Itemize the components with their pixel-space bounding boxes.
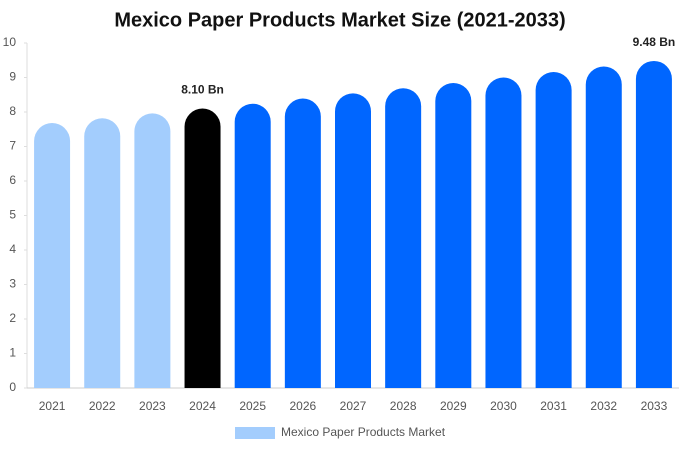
y-tick-label: 0 <box>9 380 16 394</box>
y-tick-label: 7 <box>9 139 16 153</box>
bar <box>585 66 622 389</box>
chart-title: Mexico Paper Products Market Size (2021-… <box>114 9 565 31</box>
y-tick-label: 1 <box>9 346 16 360</box>
x-tick-label: 2022 <box>89 399 116 413</box>
x-tick-label: 2029 <box>440 399 467 413</box>
y-tick-label: 10 <box>3 35 17 49</box>
x-tick-label: 2024 <box>189 399 216 413</box>
x-tick-label: 2028 <box>390 399 417 413</box>
x-tick-label: 2031 <box>540 399 567 413</box>
legend-swatch <box>235 427 275 439</box>
x-tick-label: 2027 <box>340 399 367 413</box>
bar <box>34 123 71 388</box>
value-label: 8.10 Bn <box>181 83 224 97</box>
bar <box>385 88 422 388</box>
y-tick-label: 2 <box>9 311 16 325</box>
bar <box>535 71 572 388</box>
x-tick-label: 2026 <box>289 399 316 413</box>
bar <box>335 93 371 389</box>
x-tick-label: 2023 <box>139 399 166 413</box>
x-tick-label: 2033 <box>641 399 668 413</box>
legend-label: Mexico Paper Products Market <box>281 425 446 439</box>
bar <box>184 108 221 389</box>
x-tick-label: 2025 <box>239 399 266 413</box>
y-tick-label: 6 <box>9 173 16 187</box>
x-tick-label: 2021 <box>39 399 66 413</box>
bar <box>284 98 321 388</box>
bar <box>635 60 672 388</box>
bar <box>84 118 121 388</box>
value-label: 9.48 Bn <box>633 35 676 49</box>
y-tick-label: 8 <box>9 104 16 118</box>
y-tick-label: 5 <box>9 208 16 222</box>
y-tick-label: 9 <box>9 70 16 84</box>
bar <box>435 83 472 389</box>
bar <box>485 77 522 389</box>
x-tick-label: 2032 <box>590 399 617 413</box>
bar <box>234 103 271 388</box>
y-tick-label: 4 <box>9 242 16 256</box>
bar <box>134 113 171 388</box>
y-tick-label: 3 <box>9 277 16 291</box>
x-tick-label: 2030 <box>490 399 517 413</box>
